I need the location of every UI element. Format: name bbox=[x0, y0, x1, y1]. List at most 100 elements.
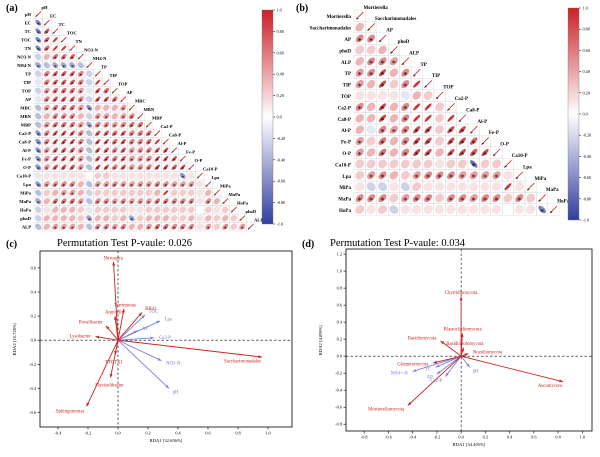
svg-text:*: * bbox=[54, 133, 57, 139]
svg-text:Lpa: Lpa bbox=[165, 317, 173, 322]
svg-text:0.2: 0.2 bbox=[31, 314, 36, 319]
svg-text:*: * bbox=[62, 141, 65, 147]
svg-text:0.6: 0.6 bbox=[205, 431, 211, 436]
svg-text:*: * bbox=[424, 85, 427, 91]
svg-text:*: * bbox=[156, 226, 159, 232]
svg-text:*: * bbox=[426, 196, 430, 205]
svg-text:*: * bbox=[113, 133, 116, 139]
svg-text:Basidiobolomycota: Basidiobolomycota bbox=[446, 342, 484, 347]
svg-text:Ca10-P: Ca10-P bbox=[335, 163, 351, 168]
svg-text:*: * bbox=[494, 173, 498, 182]
svg-text:*: * bbox=[164, 150, 167, 156]
svg-text:*: * bbox=[54, 73, 57, 79]
svg-text:*: * bbox=[171, 150, 173, 155]
svg-text:*: * bbox=[403, 150, 407, 159]
svg-text:-0.60: -0.60 bbox=[277, 179, 286, 184]
svg-text:*: * bbox=[79, 167, 82, 173]
svg-text:TOC: TOC bbox=[149, 310, 159, 315]
svg-text:*: * bbox=[380, 150, 384, 159]
svg-text:*: * bbox=[105, 133, 108, 139]
svg-text:*: * bbox=[390, 51, 393, 57]
svg-text:*: * bbox=[358, 36, 362, 45]
svg-text:*: * bbox=[105, 90, 108, 96]
svg-text:*: * bbox=[164, 226, 167, 232]
svg-text:*: * bbox=[403, 139, 407, 148]
svg-text:*: * bbox=[69, 48, 71, 53]
svg-text:0.8: 0.8 bbox=[555, 435, 560, 440]
svg-text:*: * bbox=[112, 91, 114, 96]
svg-text:RB41: RB41 bbox=[145, 307, 157, 312]
svg-text:*: * bbox=[147, 133, 150, 139]
svg-text:Glomeromycota: Glomeromycota bbox=[397, 363, 429, 368]
panel-d-title: Permutation Test P-vaule: 0.034 bbox=[330, 238, 465, 249]
svg-text:*: * bbox=[105, 184, 108, 190]
svg-text:pH: pH bbox=[173, 390, 179, 395]
svg-text:Lpa: Lpa bbox=[523, 165, 532, 170]
svg-text:*: * bbox=[79, 150, 82, 156]
svg-text:*: * bbox=[45, 184, 48, 190]
svg-text:*: * bbox=[470, 131, 473, 137]
svg-text:*: * bbox=[37, 150, 40, 156]
svg-text:*: * bbox=[130, 201, 133, 207]
svg-text:-0.6: -0.6 bbox=[385, 435, 393, 440]
svg-text:*: * bbox=[188, 167, 190, 172]
svg-text:0.40: 0.40 bbox=[277, 72, 284, 77]
svg-text:*: * bbox=[197, 176, 199, 181]
svg-text:ALP: ALP bbox=[341, 61, 351, 66]
svg-text:*: * bbox=[147, 201, 150, 207]
svg-text:MiPa: MiPa bbox=[220, 183, 231, 188]
svg-text:*: * bbox=[402, 62, 405, 68]
svg-text:*: * bbox=[403, 82, 407, 91]
svg-text:0.4: 0.4 bbox=[175, 431, 181, 436]
correlogram-panel-b: Mortierella Mortierella * Saccharimonadales… bbox=[310, 6, 592, 223]
svg-text:-0.2: -0.2 bbox=[29, 362, 36, 367]
svg-text:*: * bbox=[415, 150, 419, 159]
svg-text:Fe-P: Fe-P bbox=[186, 149, 195, 154]
svg-text:Saccharimonadales: Saccharimonadales bbox=[375, 17, 416, 22]
svg-text:Ca2-P: Ca2-P bbox=[160, 124, 172, 129]
svg-text:*: * bbox=[173, 167, 176, 173]
svg-text:*: * bbox=[163, 142, 165, 147]
svg-text:*: * bbox=[403, 127, 407, 136]
svg-text:*: * bbox=[37, 39, 40, 45]
svg-text:*: * bbox=[71, 73, 74, 79]
svg-text:*: * bbox=[62, 116, 65, 122]
svg-text:*: * bbox=[415, 139, 419, 148]
svg-text:*: * bbox=[460, 139, 464, 148]
svg-text:*: * bbox=[181, 167, 184, 173]
svg-text:*: * bbox=[137, 116, 139, 121]
svg-text:*: * bbox=[122, 107, 125, 113]
svg-text:*: * bbox=[139, 141, 142, 147]
svg-text:TP: TP bbox=[420, 63, 426, 68]
svg-text:*: * bbox=[122, 133, 125, 139]
svg-text:*: * bbox=[214, 193, 216, 198]
svg-text:*: * bbox=[62, 184, 65, 190]
svg-text:0.2: 0.2 bbox=[483, 435, 488, 440]
svg-text:NH4-N: NH4-N bbox=[17, 63, 32, 68]
svg-text:O-P: O-P bbox=[23, 165, 31, 170]
svg-text:*: * bbox=[62, 226, 65, 232]
svg-text:*: * bbox=[105, 226, 108, 232]
svg-text:HoPa: HoPa bbox=[557, 200, 569, 205]
svg-text:*: * bbox=[190, 226, 193, 232]
svg-text:Lpa: Lpa bbox=[23, 182, 32, 187]
svg-text:*: * bbox=[71, 99, 74, 105]
svg-text:*: * bbox=[154, 133, 156, 138]
svg-text:-0.80: -0.80 bbox=[277, 200, 286, 205]
svg-text:*: * bbox=[71, 133, 74, 139]
svg-text:*: * bbox=[71, 201, 74, 207]
svg-text:Ca10-P: Ca10-P bbox=[16, 174, 31, 179]
svg-text:*: * bbox=[37, 167, 40, 173]
svg-text:TOP: TOP bbox=[341, 95, 351, 100]
rda-biplot-panel-d: -0.8 -0.6 -0.4 -0.2 0.0 0.2 0.4 0.6 0.8 1.0 -0.8 -0… bbox=[318, 248, 593, 447]
svg-text:0.0: 0.0 bbox=[277, 115, 282, 120]
svg-text:pH: pH bbox=[25, 12, 32, 17]
svg-text:*: * bbox=[71, 56, 74, 62]
svg-text:*: * bbox=[413, 74, 416, 80]
svg-text:*: * bbox=[62, 167, 65, 173]
svg-text:Al-P: Al-P bbox=[341, 129, 351, 134]
svg-text:*: * bbox=[71, 116, 74, 122]
svg-text:*: * bbox=[130, 218, 133, 224]
svg-text:*: * bbox=[62, 158, 65, 164]
svg-text:*: * bbox=[380, 127, 384, 136]
